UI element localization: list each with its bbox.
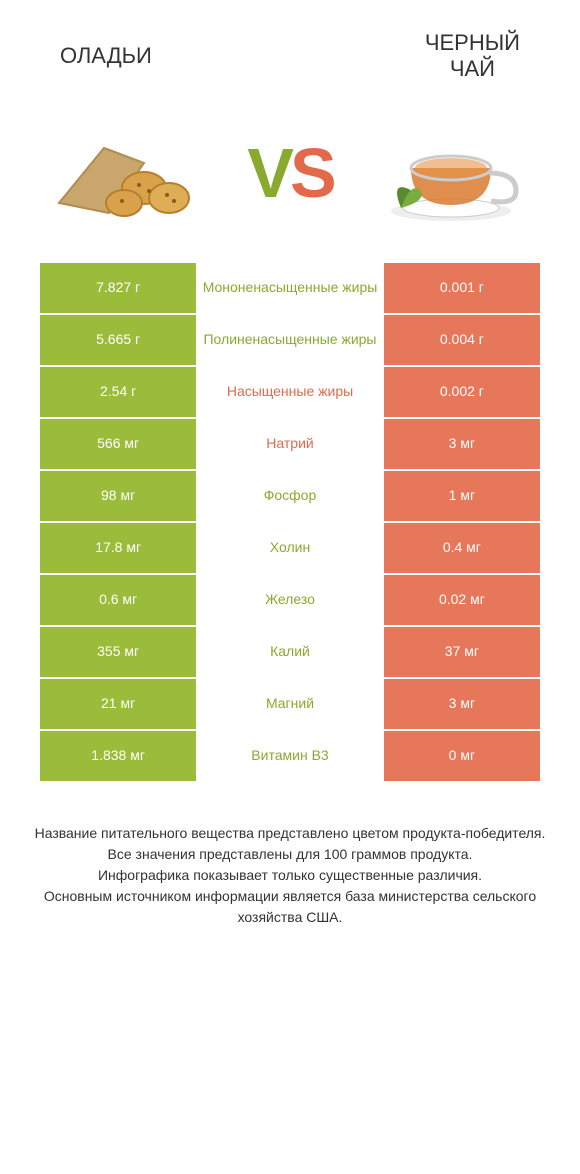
left-value: 98 мг bbox=[40, 471, 196, 521]
nutrient-label: Холин bbox=[196, 523, 384, 573]
right-value: 37 мг bbox=[384, 627, 540, 677]
illustration-row: VS bbox=[0, 93, 580, 263]
right-value: 0 мг bbox=[384, 731, 540, 781]
footer-notes: Название питательного вещества представл… bbox=[0, 783, 580, 948]
table-row: 355 мгКалий37 мг bbox=[40, 627, 540, 679]
right-value: 3 мг bbox=[384, 679, 540, 729]
right-product-image bbox=[371, 113, 531, 233]
right-value: 0.4 мг bbox=[384, 523, 540, 573]
right-value: 1 мг bbox=[384, 471, 540, 521]
footer-line-3: Инфографика показывает только существенн… bbox=[30, 865, 550, 886]
footer-line-4: Основным источником информации является … bbox=[30, 886, 550, 928]
nutrient-label: Натрий bbox=[196, 419, 384, 469]
left-value: 21 мг bbox=[40, 679, 196, 729]
nutrient-label: Насыщенные жиры bbox=[196, 367, 384, 417]
left-value: 566 мг bbox=[40, 419, 196, 469]
left-product-title: ОЛАДЬИ bbox=[60, 43, 152, 69]
vs-s: S bbox=[290, 134, 333, 212]
footer-line-2: Все значения представлены для 100 граммо… bbox=[30, 844, 550, 865]
footer-line-1: Название питательного вещества представл… bbox=[30, 823, 550, 844]
nutrient-label: Магний bbox=[196, 679, 384, 729]
left-value: 5.665 г bbox=[40, 315, 196, 365]
nutrient-label: Калий bbox=[196, 627, 384, 677]
table-row: 566 мгНатрий3 мг bbox=[40, 419, 540, 471]
table-row: 21 мгМагний3 мг bbox=[40, 679, 540, 731]
left-value: 1.838 мг bbox=[40, 731, 196, 781]
table-row: 98 мгФосфор1 мг bbox=[40, 471, 540, 523]
nutrient-label: Мононенасыщенные жиры bbox=[196, 263, 384, 313]
table-row: 2.54 гНасыщенные жиры0.002 г bbox=[40, 367, 540, 419]
table-row: 5.665 гПолиненасыщенные жиры0.004 г bbox=[40, 315, 540, 367]
left-value: 0.6 мг bbox=[40, 575, 196, 625]
right-value: 0.02 мг bbox=[384, 575, 540, 625]
left-value: 7.827 г bbox=[40, 263, 196, 313]
left-value: 355 мг bbox=[40, 627, 196, 677]
right-value: 0.001 г bbox=[384, 263, 540, 313]
header: ОЛАДЬИ ЧЕРНЫЙ ЧАЙ bbox=[0, 0, 580, 93]
left-product-image bbox=[49, 113, 209, 233]
nutrient-label: Полиненасыщенные жиры bbox=[196, 315, 384, 365]
right-value: 0.004 г bbox=[384, 315, 540, 365]
table-row: 7.827 гМононенасыщенные жиры0.001 г bbox=[40, 263, 540, 315]
table-row: 1.838 мгВитамин B30 мг bbox=[40, 731, 540, 783]
left-value: 2.54 г bbox=[40, 367, 196, 417]
nutrient-label: Фосфор bbox=[196, 471, 384, 521]
table-row: 0.6 мгЖелезо0.02 мг bbox=[40, 575, 540, 627]
nutrient-label: Железо bbox=[196, 575, 384, 625]
left-value: 17.8 мг bbox=[40, 523, 196, 573]
table-row: 17.8 мгХолин0.4 мг bbox=[40, 523, 540, 575]
right-value: 3 мг bbox=[384, 419, 540, 469]
nutrient-table: 7.827 гМононенасыщенные жиры0.001 г5.665… bbox=[0, 263, 580, 783]
right-product-title: ЧЕРНЫЙ ЧАЙ bbox=[425, 30, 520, 83]
nutrient-label: Витамин B3 bbox=[196, 731, 384, 781]
vs-label: VS bbox=[247, 133, 332, 213]
right-value: 0.002 г bbox=[384, 367, 540, 417]
vs-v: V bbox=[247, 134, 290, 212]
